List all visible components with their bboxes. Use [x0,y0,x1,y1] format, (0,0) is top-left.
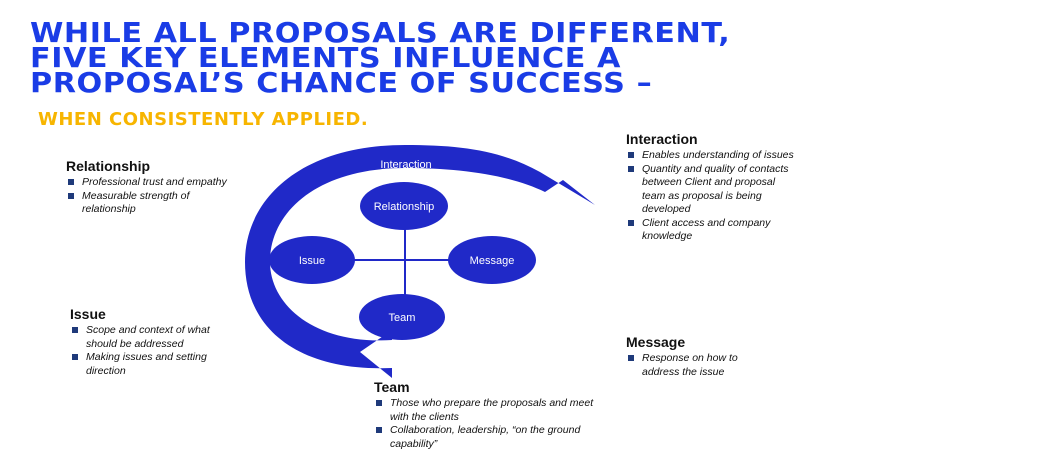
team-item-2: Collaboration, leadership, “on the groun… [374,424,594,451]
relationship-item-1: Professional trust and empathy [66,176,236,190]
interaction-item-2: Quantity and quality of contacts between… [626,163,794,217]
title-line-3: PROPOSAL’S CHANCE OF SUCCESS – [30,66,653,99]
message-item-1: Response on how to address the issue [626,352,766,379]
issue-node-label: Issue [299,255,325,267]
relationship-node [360,182,448,230]
issue-item-1: Scope and context of what should be addr… [70,324,215,351]
issue-heading: Issue [70,306,106,322]
relationship-section: Relationship Professional trust and empa… [66,158,236,217]
message-heading: Message [626,334,686,350]
team-section: Team Those who prepare the proposals and… [374,379,594,451]
relationship-node-label: Relationship [374,201,435,213]
team-item-1: Those who prepare the proposals and meet… [374,397,594,424]
message-node-label: Message [470,255,515,267]
relationship-item-2: Measurable strength of relationship [66,190,236,217]
interaction-item-3: Client access and company knowledge [626,217,794,244]
message-node [448,236,536,284]
interaction-section: Interaction Enables understanding of iss… [626,131,794,244]
team-node [359,294,445,340]
team-heading: Team [374,379,410,395]
title-line-2: FIVE KEY ELEMENTS INFLUENCE A [30,41,621,74]
issue-section: Issue Scope and context of what should b… [70,306,215,378]
message-section: Message Response on how to address the i… [626,334,766,379]
interaction-item-1: Enables understanding of issues [626,149,794,163]
ring-label: Interaction [380,159,431,171]
title-line-1: WHILE ALL PROPOSALS ARE DIFFERENT, [30,16,731,49]
relationship-heading: Relationship [66,158,151,174]
slide-title: WHILE ALL PROPOSALS ARE DIFFERENT, FIVE … [30,16,731,99]
issue-item-2: Making issues and setting direction [70,351,215,378]
issue-node [269,236,355,284]
slide-subtitle: WHEN CONSISTENTLY APPLIED. [38,109,369,130]
team-node-label: Team [389,312,416,324]
interaction-heading: Interaction [626,131,698,147]
